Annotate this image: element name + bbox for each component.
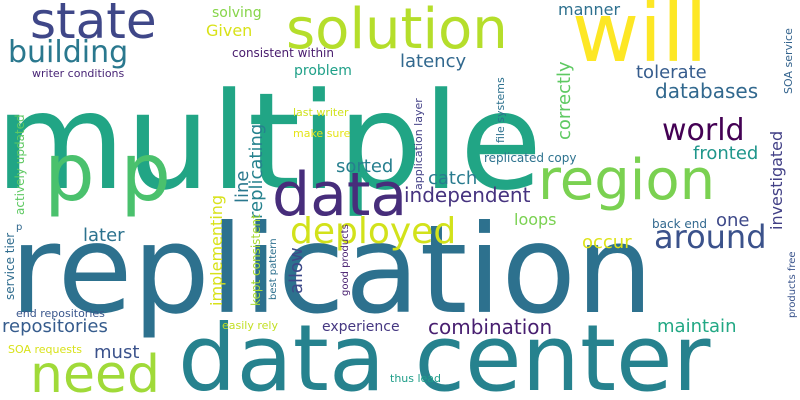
word-make-sure: make sure: [293, 127, 351, 140]
word-easily-rely: easily rely: [222, 319, 278, 332]
word-best-pattern: best pattern: [268, 238, 279, 300]
word-writer-conditions: writer conditions: [32, 67, 125, 80]
word-soa-service: SOA service: [782, 28, 795, 94]
word-implementing: implementing: [207, 195, 226, 306]
word-fronted: fronted: [693, 143, 758, 164]
word-application-layer: application layer: [412, 98, 425, 190]
word-kept-consistent: kept consistent: [249, 214, 263, 306]
word-solution: solution: [286, 0, 508, 62]
word-repositories: repositories: [2, 316, 108, 337]
word-loops: loops: [514, 210, 557, 229]
word-tolerate: tolerate: [636, 62, 707, 83]
word-data: data: [272, 160, 407, 230]
word-p-p: p p: [44, 126, 171, 219]
word-good-products: good products: [340, 224, 351, 296]
word-multiple: multiple: [0, 64, 542, 220]
word-problem: problem: [294, 63, 352, 79]
word-correctly: correctly: [554, 61, 575, 140]
word-line: line: [232, 171, 253, 203]
word-file-systems: file systems: [494, 77, 507, 143]
word-state: state: [30, 0, 157, 50]
word-building: building: [8, 35, 128, 70]
word-replicating: replicating: [246, 124, 267, 219]
word-maintain: maintain: [657, 316, 736, 337]
word-service-tier: service tier: [3, 233, 17, 300]
word-soa-requests: SOA requests: [8, 343, 82, 356]
word-last-writer: last writer: [293, 106, 349, 119]
word-one: one: [716, 210, 750, 231]
word-need: need: [30, 345, 160, 400]
word-data-center: data center: [178, 305, 711, 400]
word-latency: latency: [400, 51, 466, 72]
word-independent: independent: [404, 183, 531, 207]
word-allow: allow: [286, 247, 307, 294]
word-world: world: [662, 113, 745, 148]
word-around: around: [654, 218, 767, 256]
word-later: later: [83, 225, 125, 246]
word-region: region: [538, 148, 715, 213]
word-p-small: p: [16, 222, 22, 233]
word-thus-lead: thus lead: [390, 372, 441, 385]
word-catch: catch: [428, 168, 477, 189]
word-back-end: back end: [652, 217, 707, 231]
word-manner: manner: [558, 0, 621, 19]
word-must: must: [94, 342, 139, 363]
word-actively-updated: actively updated: [13, 114, 27, 215]
word-combination: combination: [428, 315, 552, 339]
word-replication: replication: [10, 199, 653, 341]
word-occur: occur: [582, 232, 632, 253]
word-end-repositories: end repositories: [16, 307, 105, 320]
word-replicated-copy: replicated copy: [484, 151, 576, 165]
word-deployed: deployed: [290, 211, 456, 252]
word-given: Given: [206, 21, 252, 40]
word-sorted: sorted: [336, 156, 393, 177]
word-databases: databases: [655, 79, 758, 103]
word-solving: solving: [212, 5, 262, 21]
word-will: will: [572, 0, 707, 81]
word-experience: experience: [322, 319, 400, 335]
word-investigated: investigated: [767, 131, 786, 230]
word-products-free: products free: [787, 251, 798, 318]
word-consistent-within: consistent within: [232, 46, 334, 60]
